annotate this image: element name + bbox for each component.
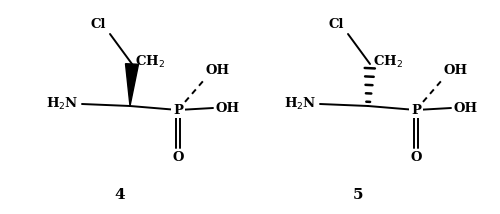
- Text: P: P: [173, 104, 183, 116]
- Text: OH: OH: [444, 64, 468, 77]
- Text: 5: 5: [353, 188, 363, 202]
- Text: Cl: Cl: [90, 18, 106, 31]
- Text: OH: OH: [453, 101, 477, 114]
- Text: CH$_2$: CH$_2$: [135, 54, 165, 70]
- Text: CH$_2$: CH$_2$: [373, 54, 403, 70]
- Text: OH: OH: [215, 101, 239, 114]
- Text: O: O: [172, 151, 184, 164]
- Text: P: P: [411, 104, 421, 116]
- Text: H$_2$N: H$_2$N: [284, 96, 317, 112]
- Polygon shape: [126, 64, 138, 106]
- Text: Cl: Cl: [328, 18, 344, 31]
- Text: O: O: [410, 151, 422, 164]
- Text: OH: OH: [206, 64, 230, 77]
- Text: 4: 4: [114, 188, 126, 202]
- Text: H$_2$N: H$_2$N: [46, 96, 79, 112]
